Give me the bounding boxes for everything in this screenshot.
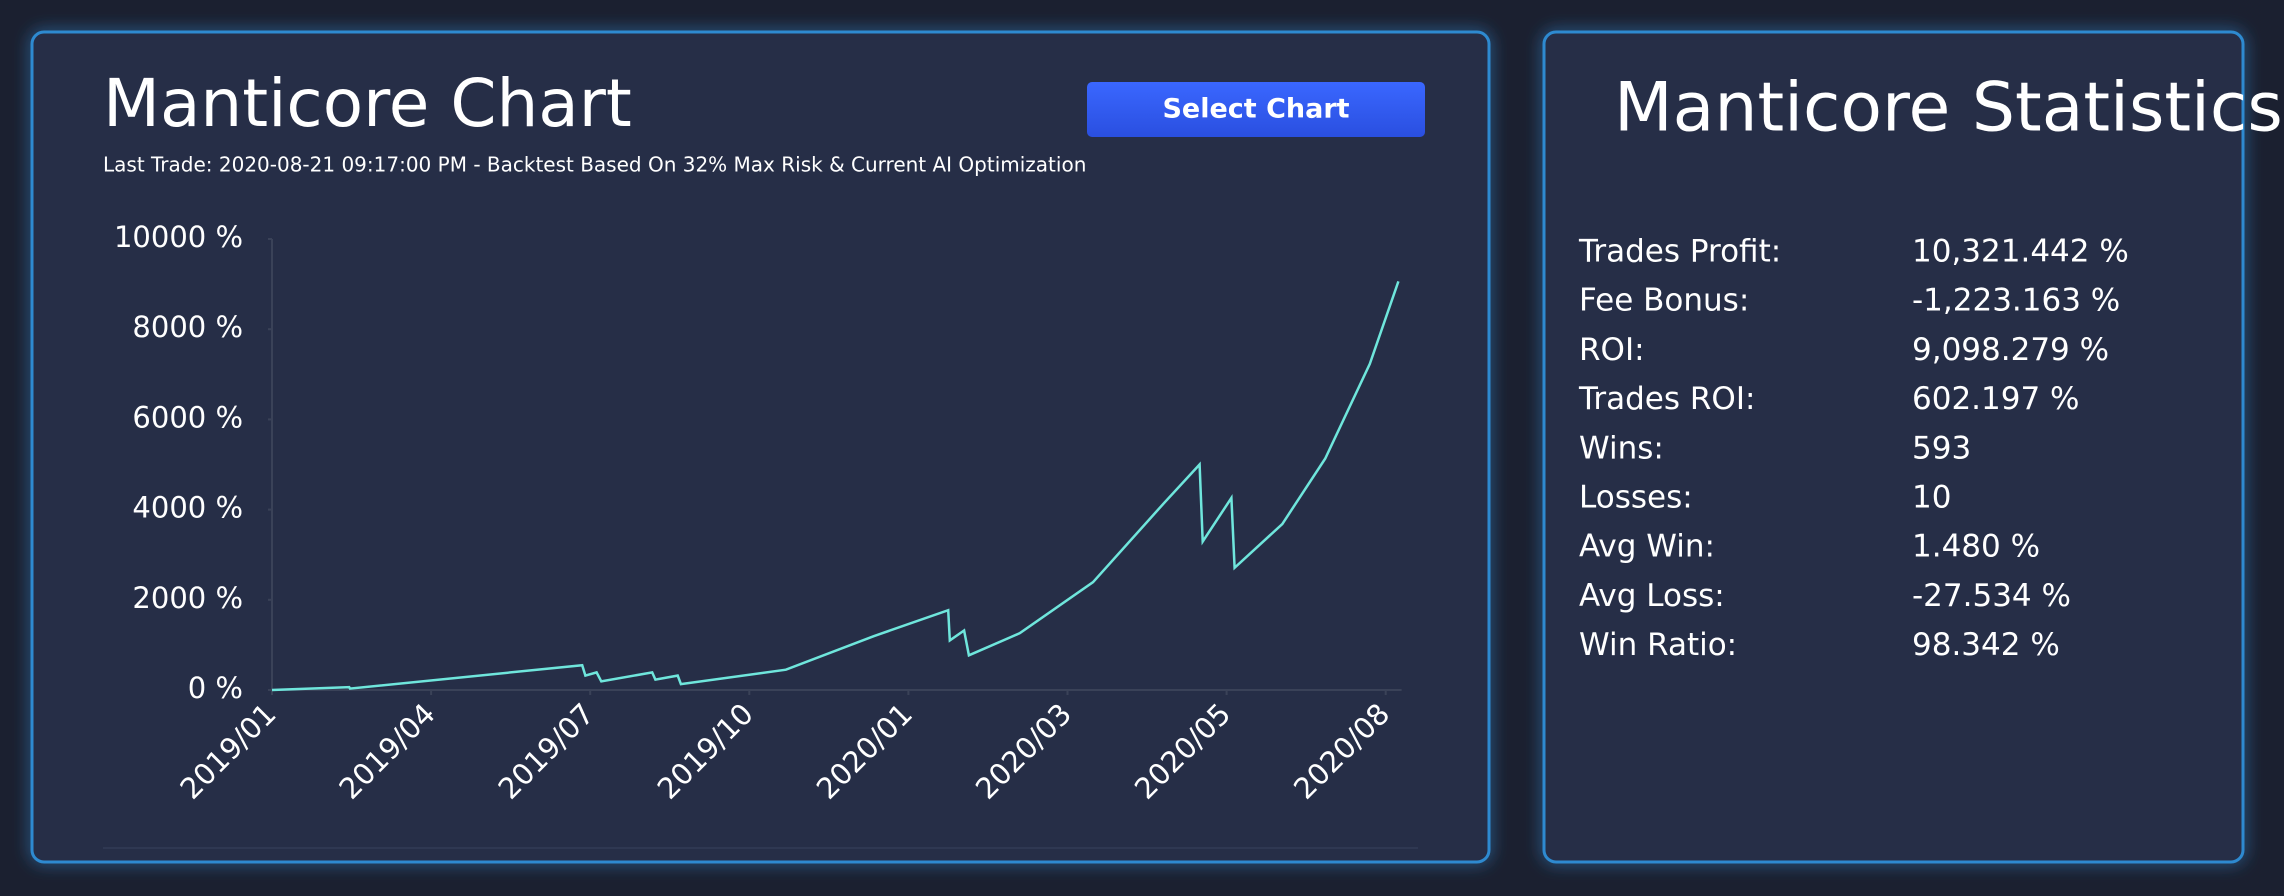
stat-value: 10,321.442 % bbox=[1912, 234, 2129, 270]
stat-label: Win Ratio: bbox=[1579, 627, 1737, 663]
stat-value: 602.197 % bbox=[1912, 381, 2080, 417]
chart-title: Manticore Chart bbox=[103, 65, 632, 142]
stats-panel bbox=[1542, 30, 2245, 864]
y-tick-label: 0 % bbox=[188, 671, 243, 705]
stat-label: Fee Bonus: bbox=[1579, 283, 1749, 319]
stat-label: ROI: bbox=[1579, 332, 1645, 368]
stats-title: Manticore Statistics bbox=[1614, 69, 2283, 148]
stat-value: 1.480 % bbox=[1912, 529, 2040, 565]
stat-value: 593 bbox=[1912, 430, 1971, 466]
stat-value: -1,223.163 % bbox=[1912, 283, 2120, 319]
stat-value: 98.342 % bbox=[1912, 627, 2060, 663]
stat-label: Trades ROI: bbox=[1578, 381, 1755, 417]
stat-value: 10 bbox=[1912, 480, 1951, 516]
stat-label: Losses: bbox=[1579, 480, 1693, 516]
stat-value: 9,098.279 % bbox=[1912, 332, 2109, 368]
subtitle: Last Trade: 2020-08-21 09:17:00 PM - Bac… bbox=[103, 153, 1086, 177]
equity-line bbox=[271, 280, 1400, 692]
y-tick-label: 10000 % bbox=[114, 220, 243, 254]
y-tick-label: 6000 % bbox=[132, 400, 243, 434]
stat-label: Avg Loss: bbox=[1579, 578, 1725, 614]
stat-label: Trades Profit: bbox=[1578, 234, 1781, 270]
select-chart-button[interactable] bbox=[1087, 82, 1425, 137]
stat-label: Avg Win: bbox=[1579, 529, 1715, 565]
y-tick-label: 2000 % bbox=[132, 581, 243, 615]
chart-panel bbox=[30, 30, 1491, 864]
y-tick-label: 8000 % bbox=[132, 310, 243, 344]
stat-label: Wins: bbox=[1579, 430, 1664, 466]
button-label[interactable]: Select Chart bbox=[1162, 94, 1349, 125]
stat-value: -27.534 % bbox=[1912, 578, 2071, 614]
y-tick-label: 4000 % bbox=[132, 491, 243, 525]
